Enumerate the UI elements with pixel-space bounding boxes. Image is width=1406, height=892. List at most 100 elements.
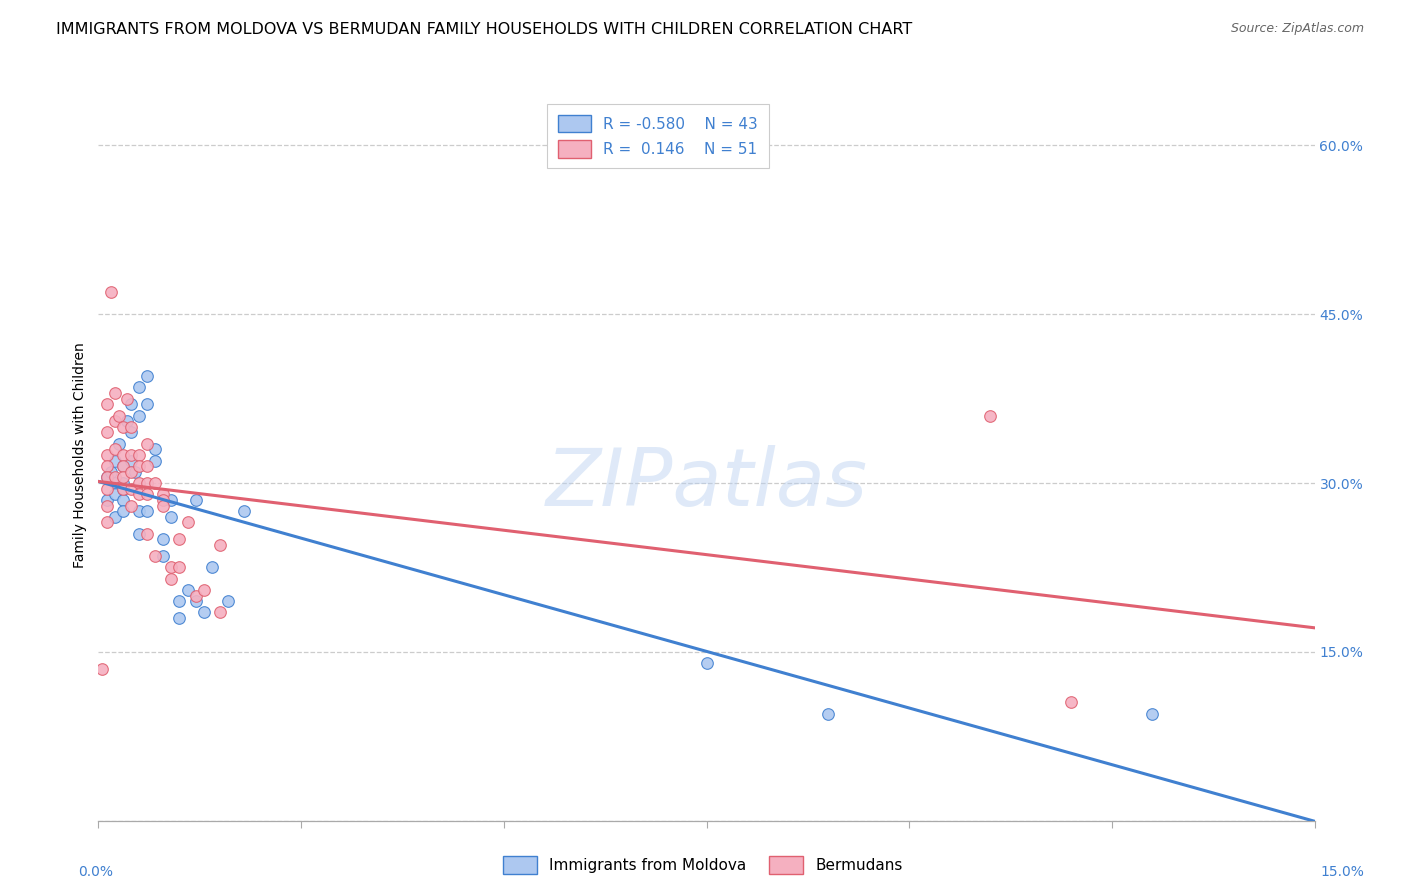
Point — [100, 285, 122, 299]
Point — [128, 526, 150, 541]
Point — [152, 499, 174, 513]
Point — [160, 572, 183, 586]
Point — [96, 397, 118, 411]
Point — [143, 476, 166, 491]
Point — [111, 459, 134, 474]
Point — [120, 453, 142, 467]
Point — [104, 470, 127, 484]
Point — [96, 459, 118, 474]
Point — [979, 409, 1001, 423]
Point — [184, 492, 207, 507]
Text: 15.0%: 15.0% — [1320, 865, 1365, 880]
Point — [120, 419, 142, 434]
Legend: R = -0.580    N = 43, R =  0.146    N = 51: R = -0.580 N = 43, R = 0.146 N = 51 — [547, 104, 769, 169]
Point — [104, 386, 127, 401]
Point — [120, 448, 142, 462]
Point — [160, 492, 183, 507]
Point — [136, 436, 159, 450]
Point — [817, 706, 839, 721]
Point — [209, 538, 232, 552]
Point — [96, 499, 118, 513]
Point — [120, 397, 142, 411]
Point — [104, 509, 127, 524]
Point — [111, 419, 134, 434]
Legend: Immigrants from Moldova, Bermudans: Immigrants from Moldova, Bermudans — [498, 850, 908, 880]
Point — [96, 516, 118, 530]
Point — [169, 594, 191, 608]
Text: 0.0%: 0.0% — [79, 865, 112, 880]
Point — [143, 453, 166, 467]
Point — [128, 448, 150, 462]
Point — [136, 369, 159, 384]
Point — [136, 526, 159, 541]
Text: IMMIGRANTS FROM MOLDOVA VS BERMUDAN FAMILY HOUSEHOLDS WITH CHILDREN CORRELATION : IMMIGRANTS FROM MOLDOVA VS BERMUDAN FAMI… — [56, 22, 912, 37]
Point — [120, 482, 142, 496]
Point — [96, 425, 118, 440]
Point — [115, 414, 138, 428]
Point — [104, 476, 127, 491]
Point — [100, 465, 122, 479]
Point — [96, 492, 118, 507]
Point — [184, 589, 207, 603]
Point — [1060, 696, 1083, 710]
Point — [111, 448, 134, 462]
Point — [169, 560, 191, 574]
Point — [111, 459, 134, 474]
Point — [111, 492, 134, 507]
Point — [136, 397, 159, 411]
Point — [111, 482, 134, 496]
Point — [120, 465, 142, 479]
Point — [209, 606, 232, 620]
Point — [696, 656, 718, 670]
Point — [193, 606, 215, 620]
Point — [104, 487, 127, 501]
Point — [233, 504, 256, 518]
Point — [169, 533, 191, 547]
Point — [152, 533, 174, 547]
Point — [111, 504, 134, 518]
Point — [128, 504, 150, 518]
Point — [143, 442, 166, 457]
Point — [107, 436, 129, 450]
Point — [169, 611, 191, 625]
Point — [96, 448, 118, 462]
Point — [124, 465, 146, 479]
Point — [201, 560, 224, 574]
Point — [136, 504, 159, 518]
Point — [136, 487, 159, 501]
Point — [128, 380, 150, 394]
Point — [160, 509, 183, 524]
Point — [128, 487, 150, 501]
Point — [176, 516, 198, 530]
Point — [115, 392, 138, 406]
Point — [136, 476, 159, 491]
Point — [128, 409, 150, 423]
Point — [217, 594, 239, 608]
Point — [143, 549, 166, 564]
Point — [104, 442, 127, 457]
Point — [96, 482, 118, 496]
Y-axis label: Family Households with Children: Family Households with Children — [73, 342, 87, 568]
Point — [111, 470, 134, 484]
Point — [96, 470, 118, 484]
Text: ZIPatlas: ZIPatlas — [546, 445, 868, 524]
Point — [1142, 706, 1164, 721]
Text: Source: ZipAtlas.com: Source: ZipAtlas.com — [1230, 22, 1364, 36]
Point — [107, 409, 129, 423]
Point — [91, 662, 114, 676]
Point — [111, 482, 134, 496]
Point — [128, 476, 150, 491]
Point — [104, 453, 127, 467]
Point — [184, 594, 207, 608]
Point — [96, 470, 118, 484]
Point — [152, 549, 174, 564]
Point — [128, 459, 150, 474]
Point — [152, 487, 174, 501]
Point — [104, 414, 127, 428]
Point — [193, 582, 215, 597]
Point — [111, 476, 134, 491]
Point — [120, 499, 142, 513]
Point — [120, 425, 142, 440]
Point — [136, 459, 159, 474]
Point — [176, 582, 198, 597]
